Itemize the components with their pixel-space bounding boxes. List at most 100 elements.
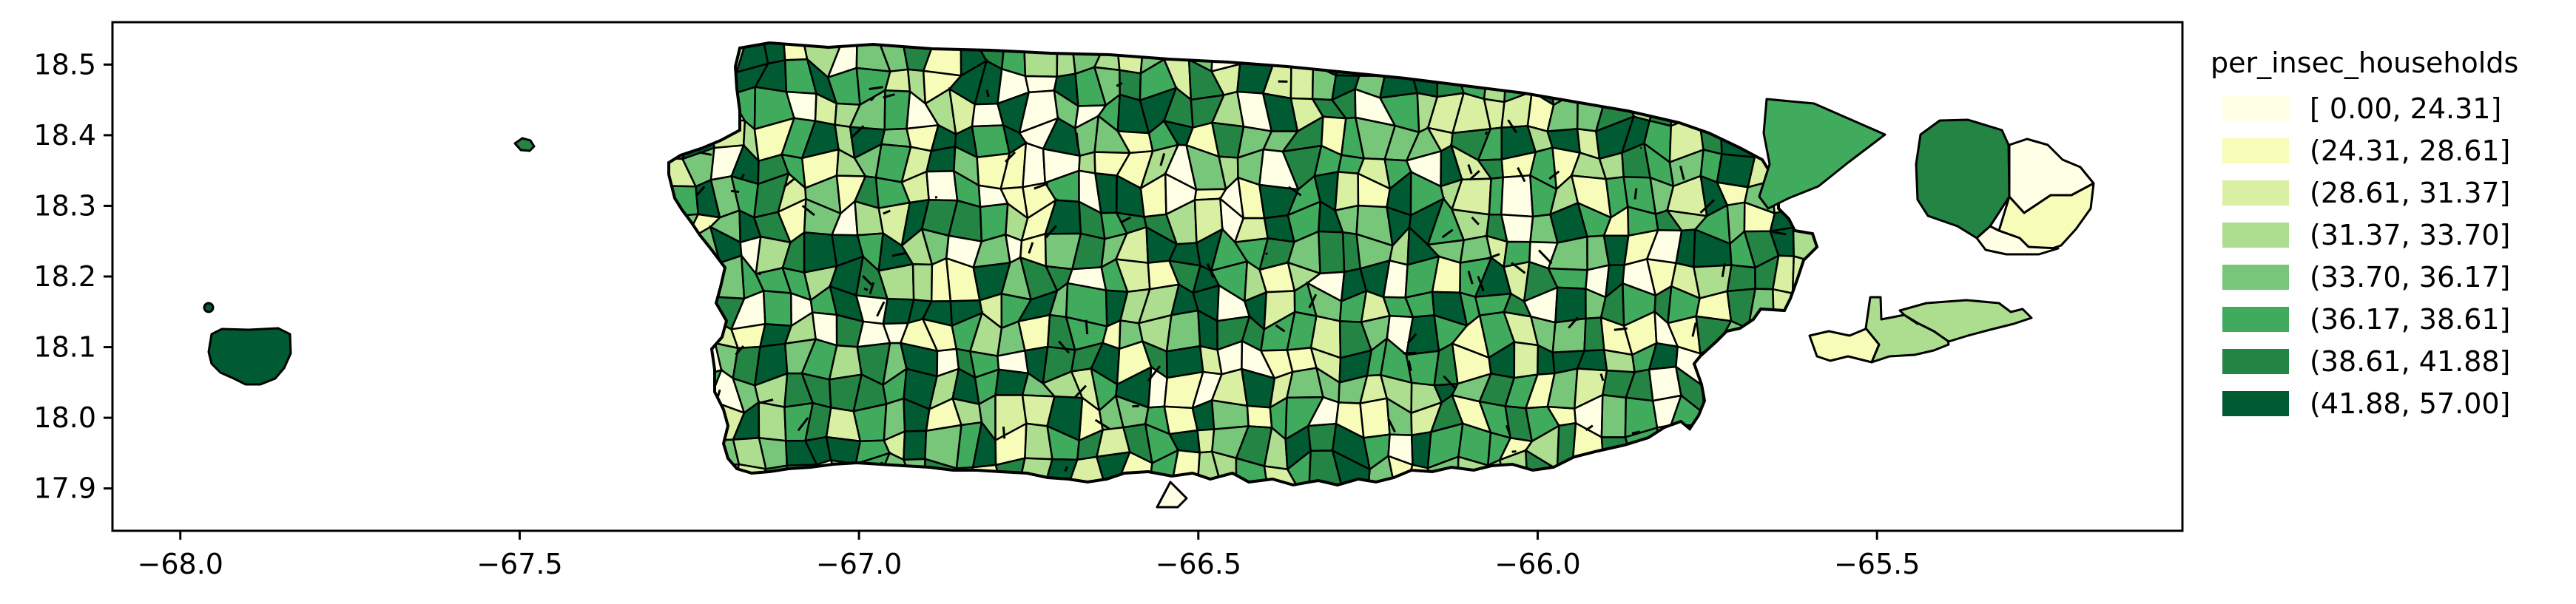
tract-boundary: [1387, 418, 1396, 433]
tract-boundary: [1206, 262, 1215, 278]
tract: [669, 401, 693, 437]
tract: [1631, 460, 1660, 485]
tract-boundary: [1677, 450, 1684, 463]
tract: [1286, 449, 1312, 485]
tract-boundary: [1633, 188, 1638, 200]
tract-boundary: [1058, 340, 1070, 354]
tract: [1719, 115, 1757, 159]
tract: [1671, 449, 1700, 485]
legend-label: (36.17, 38.61]: [2310, 303, 2510, 336]
tract: [1056, 43, 1077, 78]
tract: [1772, 288, 1800, 321]
tract: [1308, 449, 1343, 485]
tract: [689, 69, 724, 96]
tract: [1697, 96, 1733, 118]
tract: [1598, 58, 1631, 104]
tract-boundary: [758, 398, 774, 404]
tract-boundary: [883, 209, 891, 215]
tract: [1306, 422, 1338, 452]
island-culebra-s: [1975, 225, 2060, 256]
island-monito: [203, 302, 215, 313]
tract: [681, 43, 724, 76]
tract-boundary: [698, 151, 712, 156]
tract: [1729, 60, 1750, 106]
tract: [762, 290, 792, 328]
tract-boundary: [1699, 199, 1715, 214]
tract-boundary: [951, 391, 956, 395]
tract: [1570, 43, 1604, 64]
tract: [925, 170, 959, 202]
tract: [669, 434, 691, 459]
tract: [1701, 74, 1732, 106]
tract-boundary: [876, 301, 886, 317]
tract: [1165, 309, 1201, 353]
tract-boundary: [1469, 170, 1480, 181]
y-tick-label: 18.3: [33, 189, 96, 222]
tract-boundary: [1717, 428, 1722, 441]
tract-boundary: [1471, 216, 1480, 225]
tract-boundary: [985, 89, 990, 98]
tract-boundary: [1507, 119, 1517, 134]
tract-boundary: [1614, 327, 1628, 331]
tract: [1694, 454, 1730, 485]
tract-boundary: [1412, 43, 1420, 45]
tract-boundary: [1287, 186, 1302, 197]
tract: [1726, 264, 1756, 293]
tract: [709, 254, 746, 300]
tract: [1727, 396, 1748, 440]
tract-boundary: [1308, 293, 1318, 309]
legend-swatch: [2222, 265, 2289, 290]
tract: [1453, 43, 1488, 80]
tract: [1743, 434, 1778, 464]
tract-boundary: [1441, 228, 1454, 239]
tract-boundary: [883, 93, 895, 99]
tract-boundary: [1407, 360, 1412, 372]
tract: [681, 454, 722, 485]
tract-boundary: [1537, 249, 1553, 265]
tract-boundary: [1548, 170, 1560, 180]
tract-boundary: [849, 125, 865, 140]
tract: [903, 430, 928, 461]
tract: [1408, 43, 1441, 67]
y-tick-label: 18.0: [33, 401, 96, 434]
tract: [1721, 457, 1746, 485]
tract: [1334, 171, 1360, 212]
tract: [1597, 461, 1634, 485]
tract: [1766, 314, 1800, 353]
tract: [911, 263, 934, 302]
tract: [669, 364, 694, 413]
tract: [1571, 461, 1605, 485]
tract: [669, 213, 700, 246]
tract: [1694, 424, 1733, 460]
tract: [1022, 141, 1047, 189]
tract-boundary: [1045, 225, 1057, 239]
tract: [1436, 43, 1465, 64]
legend-label: [ 0.00, 24.31]: [2310, 92, 2501, 125]
legend-title: per_insec_households: [2211, 47, 2518, 79]
tract: [1017, 313, 1051, 352]
legend-swatch: [2222, 307, 2289, 332]
tract: [1599, 43, 1637, 78]
tract-boundary: [1064, 466, 1068, 472]
tract: [669, 43, 692, 72]
tract-boundary: [1484, 131, 1488, 135]
tract-boundary: [869, 86, 883, 90]
tract: [1791, 288, 1817, 328]
legend-label: (41.88, 57.00]: [2310, 387, 2510, 420]
tract: [1766, 342, 1800, 377]
tract-boundary: [1406, 333, 1417, 345]
tract: [1695, 315, 1733, 356]
tract: [1546, 43, 1578, 66]
tract: [1650, 72, 1679, 104]
y-tick-label: 18.5: [33, 48, 96, 81]
tract: [1620, 43, 1653, 78]
tract: [1163, 43, 1193, 61]
tract: [669, 283, 686, 320]
tract-boundary: [695, 186, 706, 197]
tract-boundary: [1486, 253, 1500, 260]
tract: [1795, 366, 1817, 412]
tract-boundary: [693, 275, 707, 289]
tract: [669, 88, 698, 125]
tract: [1474, 43, 1508, 80]
